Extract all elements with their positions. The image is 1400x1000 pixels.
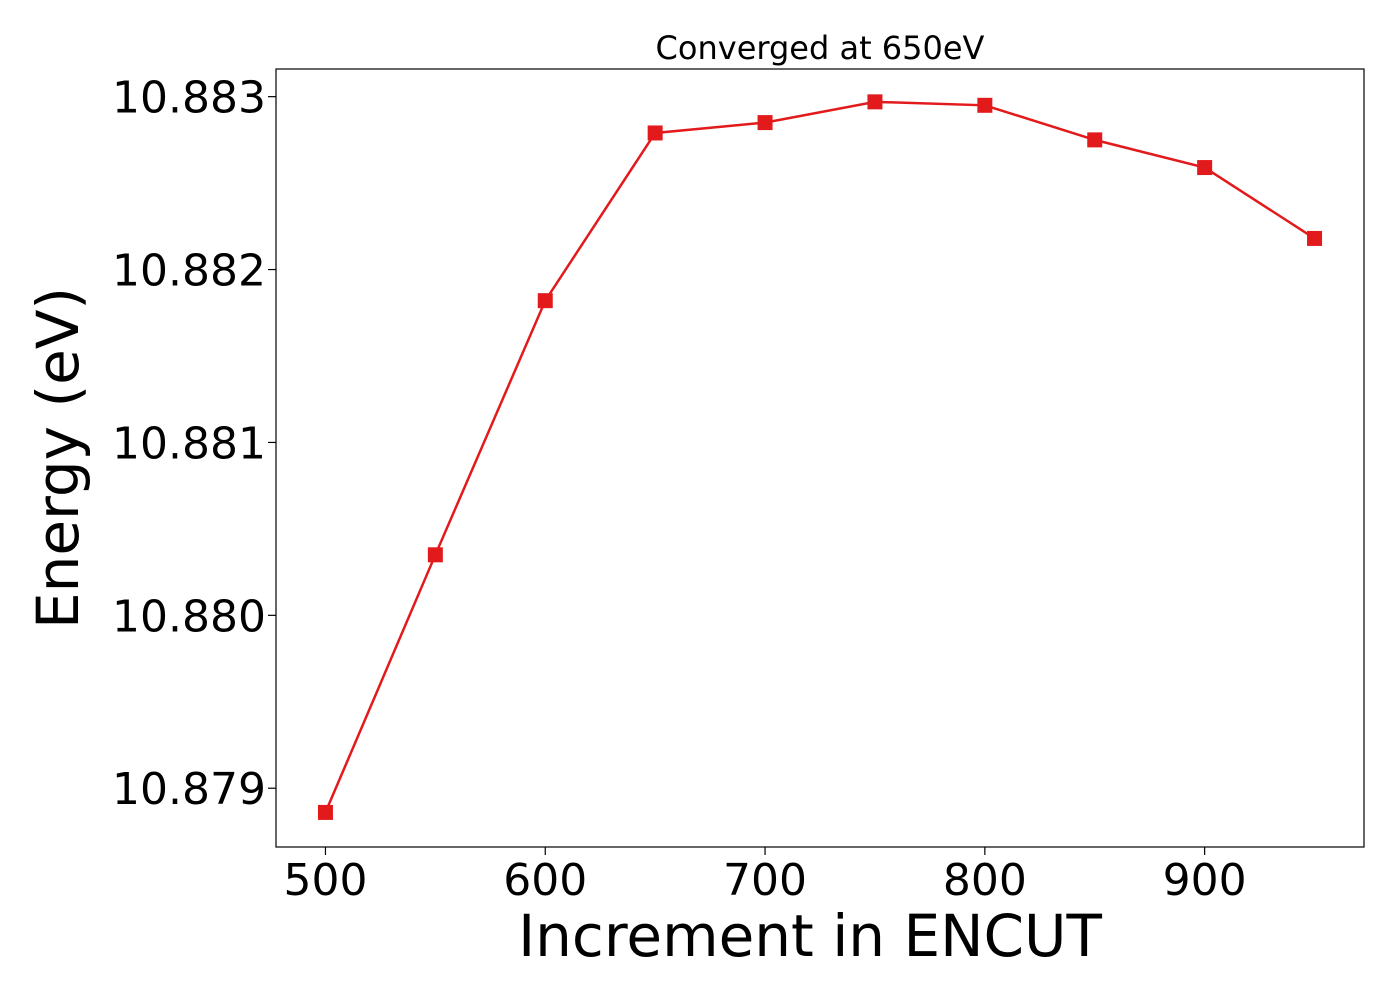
series-line — [324, 100, 1316, 813]
y-tick-label: 10.881 — [112, 418, 266, 469]
x-axis-ticks: 500 600 700 800 900 — [283, 847, 1247, 906]
data-point-marker — [1307, 230, 1323, 246]
y-axis-label: Energy (eV) — [24, 287, 92, 629]
data-point-marker — [977, 97, 993, 113]
y-axis-ticks: 10.879 10.880 10.881 10.882 10.883 — [112, 73, 276, 815]
data-point-marker — [757, 115, 773, 131]
x-tick-label: 500 — [283, 855, 367, 906]
data-point-marker — [647, 125, 663, 141]
y-tick-label: 10.882 — [112, 246, 266, 297]
data-point-marker — [317, 804, 333, 820]
data-point-marker — [427, 547, 443, 563]
x-tick-label: 800 — [943, 855, 1027, 906]
y-tick-label: 10.883 — [112, 73, 266, 124]
data-point-marker — [867, 94, 883, 110]
data-point-marker — [537, 293, 553, 309]
x-tick-label: 600 — [503, 855, 587, 906]
data-point-marker — [1087, 132, 1103, 148]
plot-frame — [275, 68, 1365, 848]
series-layer — [317, 94, 1323, 820]
x-axis-label: Increment in ENCUT — [518, 902, 1102, 970]
chart-title: Converged at 650eV — [656, 29, 985, 67]
y-tick-label: 10.879 — [112, 764, 266, 815]
y-tick-label: 10.880 — [112, 591, 266, 642]
x-tick-label: 900 — [1163, 855, 1247, 906]
data-point-marker — [1197, 160, 1213, 176]
x-tick-label: 700 — [723, 855, 807, 906]
